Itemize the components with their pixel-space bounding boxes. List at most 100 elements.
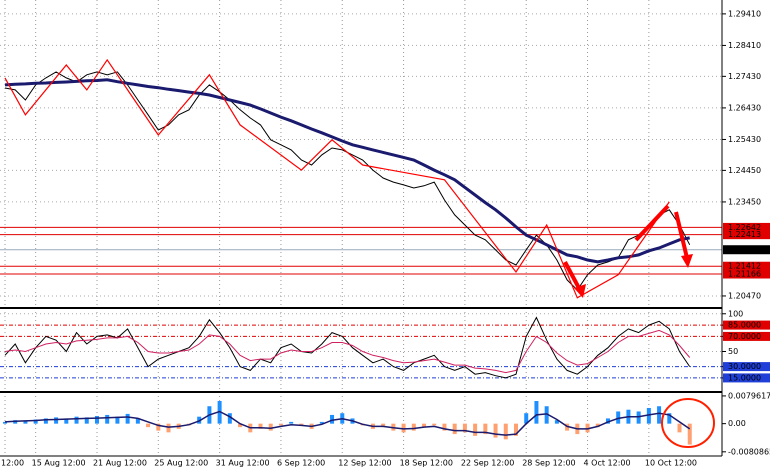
arrow-head (574, 284, 586, 298)
y-tick-label: 0.0079617 (728, 391, 770, 400)
histogram-bar (319, 421, 324, 424)
histogram-bar (554, 420, 559, 424)
y-tick-label: 0.00 (728, 419, 746, 428)
y-tick-label: 1.26430 (728, 103, 761, 112)
histogram-bar (299, 423, 304, 426)
y-tick-label: 1.28410 (728, 41, 761, 50)
tick-label-box (723, 373, 770, 383)
histogram-bar (462, 423, 467, 433)
x-tick-label: 21 Aug 12:00 (93, 459, 147, 468)
x-tick-label: 28 Sep 12:00 (522, 459, 575, 468)
histogram-bar (605, 418, 610, 424)
y-tick-label: 30.0000 (728, 362, 761, 371)
histogram-bar (646, 407, 651, 424)
histogram-bar (289, 421, 294, 424)
series-line (4, 329, 691, 374)
level-label: 1.21412 (728, 262, 761, 271)
histogram-bar (258, 423, 263, 429)
level-label: 1.22642 (728, 223, 761, 232)
x-tick-label: 10 Oct 12:00 (645, 459, 697, 468)
histogram-bar (84, 417, 89, 424)
histogram-bar (43, 418, 48, 424)
level-label-box (723, 222, 770, 232)
arrow (563, 261, 582, 291)
histogram-bar (146, 423, 151, 428)
highlight-circle (661, 398, 715, 448)
arrow (674, 211, 689, 259)
histogram-bar (238, 423, 243, 428)
histogram-bar (636, 411, 641, 424)
tick-label-box (723, 362, 770, 372)
x-tick-label: 31 Aug 12:00 (216, 459, 270, 468)
histogram-bar (667, 413, 672, 424)
arrow (634, 204, 670, 242)
signal-line (4, 410, 691, 436)
x-tick-label: 22 Sep 12:00 (461, 459, 514, 468)
x-tick-label: 6 Sep 12:00 (277, 459, 325, 468)
histogram-bar (125, 413, 130, 424)
histogram-bar (135, 418, 140, 424)
series-line (4, 316, 691, 379)
histogram-bar (94, 415, 99, 424)
histogram-bar (227, 413, 232, 424)
y-tick-label: 50 (728, 347, 738, 356)
histogram-bar (616, 411, 621, 424)
histogram-bar (534, 401, 539, 424)
y-tick-label: 70.0000 (728, 332, 761, 341)
histogram-bar (422, 423, 427, 428)
y-tick-label: 1.24450 (728, 166, 761, 175)
histogram-bar (657, 406, 662, 424)
histogram-bar (54, 417, 59, 424)
zigzag-line (4, 58, 670, 299)
level-label-box (723, 261, 770, 271)
tick-label-box (723, 331, 770, 341)
x-tick-label: 15 Aug 12:00 (32, 459, 86, 468)
histogram-bar (74, 416, 79, 424)
level-label: 1.21935 (728, 245, 761, 254)
y-tick-label: 85.0000 (728, 321, 761, 330)
y-tick-label: 1.23450 (728, 197, 761, 206)
x-tick-label: 12 Sep 12:00 (338, 459, 391, 468)
histogram-bar (33, 419, 38, 424)
y-tick-label: 1.20470 (728, 291, 761, 300)
histogram-bar (3, 421, 7, 424)
histogram-bar (514, 423, 518, 436)
histogram-bar (401, 423, 406, 433)
histogram-bar (23, 420, 28, 424)
histogram-bar (268, 423, 273, 431)
histogram-bar (544, 406, 549, 424)
arrow-head (681, 254, 693, 268)
y-tick-label: 100 (728, 309, 743, 318)
y-tick-label: 1.27430 (728, 72, 761, 81)
histogram-bar (381, 423, 386, 428)
x-tick-label: 12:00 (1, 459, 24, 468)
histogram-bar (432, 423, 437, 426)
series-line (4, 78, 690, 264)
histogram-bar (166, 423, 171, 433)
histogram-bar (503, 423, 508, 440)
level-label-box (723, 269, 770, 279)
histogram-bar (493, 423, 498, 438)
histogram-bar (278, 423, 283, 426)
histogram-bar (330, 414, 335, 424)
histogram-bar (483, 423, 488, 435)
x-tick-label: 25 Aug 12:00 (154, 459, 208, 468)
x-tick-label: 18 Sep 12:00 (400, 459, 453, 468)
histogram-bar (105, 414, 110, 424)
level-label: 1.22413 (728, 230, 761, 239)
histogram-bar (687, 423, 692, 445)
x-tick-label: 4 Oct 12:00 (584, 459, 631, 468)
level-label-box (723, 230, 770, 240)
y-tick-label: 1.25430 (728, 135, 761, 144)
histogram-bar (677, 423, 682, 433)
histogram-bar (585, 423, 590, 433)
histogram-bar (442, 423, 447, 431)
y-tick-label: 15.0000 (728, 373, 761, 382)
histogram-bar (452, 423, 457, 435)
level-label-box (723, 245, 770, 255)
y-tick-label: -0.0080865 (728, 447, 770, 456)
y-tick-label: 1.29410 (728, 9, 761, 18)
